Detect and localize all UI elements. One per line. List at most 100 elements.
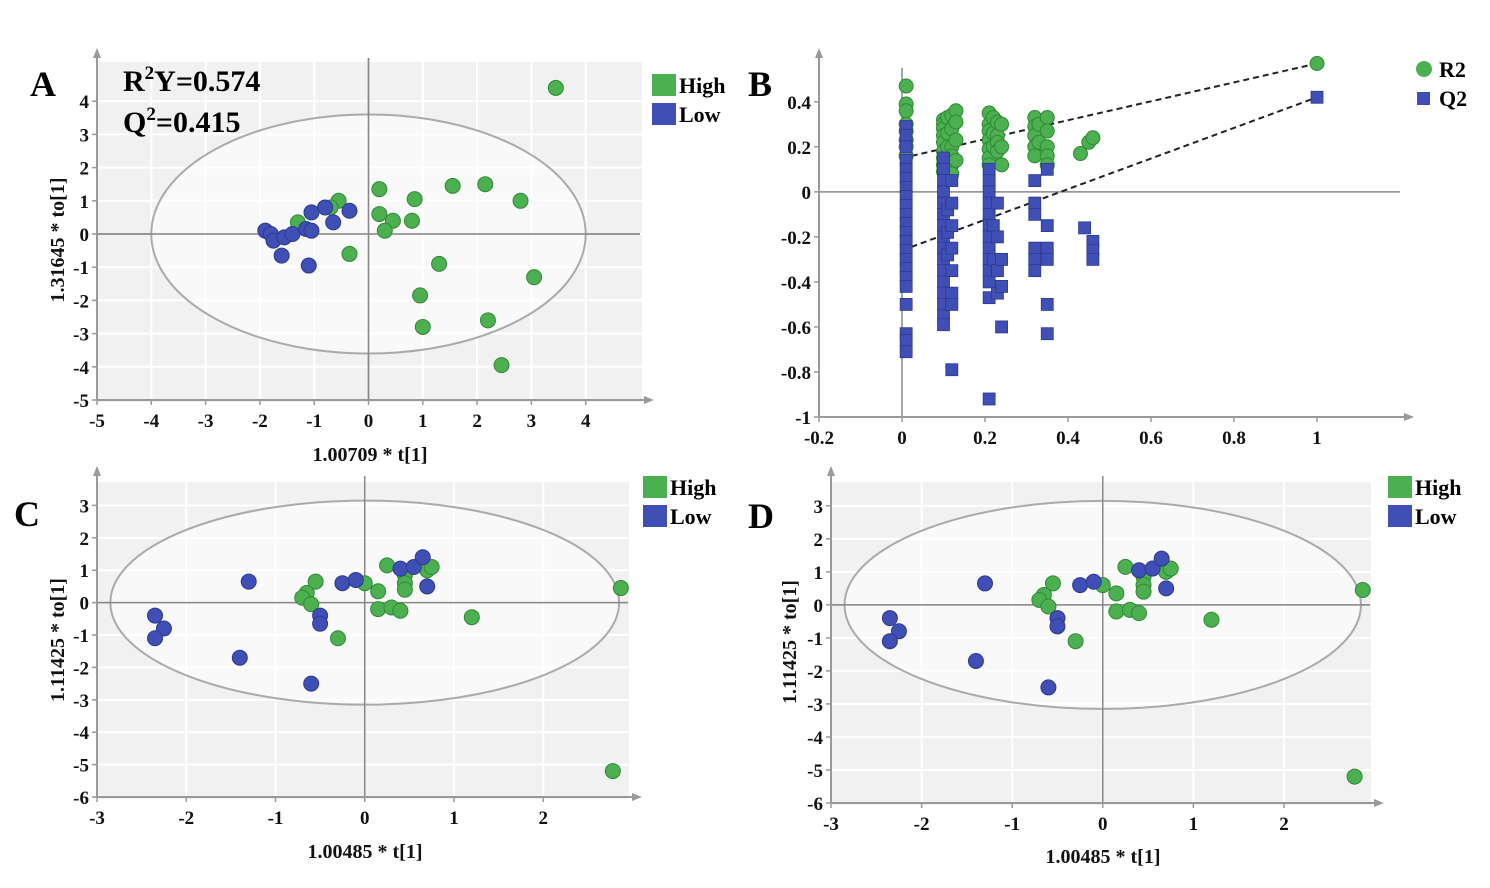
data-point-high xyxy=(547,79,564,96)
data-point-low xyxy=(147,607,164,624)
x-tick-label: 0 xyxy=(1098,814,1108,835)
y-tick-label: 1 xyxy=(80,192,90,213)
x-tick-label: 0 xyxy=(364,411,374,432)
legend-label-q2: Q2 xyxy=(1439,86,1467,111)
data-point-high xyxy=(444,177,461,194)
data-point-q2 xyxy=(937,185,950,199)
data-point-high xyxy=(406,191,423,208)
data-point-low xyxy=(231,649,248,666)
data-point-q2 xyxy=(945,219,959,233)
data-point-q2 xyxy=(945,241,959,255)
data-point-r2 xyxy=(1027,148,1043,164)
data-point-q2 xyxy=(1040,162,1054,176)
y-tick-label: -2 xyxy=(807,662,823,683)
x-tick-label: 0 xyxy=(360,808,370,829)
y-tick-label: -2 xyxy=(73,291,89,312)
data-point-low xyxy=(1144,560,1161,577)
data-point-high xyxy=(396,581,413,598)
y-tick-label: 2 xyxy=(80,159,90,180)
data-point-high xyxy=(303,596,320,613)
data-point-r2 xyxy=(948,114,964,130)
y-tick-label: -3 xyxy=(73,691,89,712)
data-point-q2 xyxy=(1310,90,1324,104)
data-point-q2 xyxy=(1078,221,1091,235)
data-point-high xyxy=(526,269,543,286)
legend-swatch-high xyxy=(652,74,676,96)
y-axis-arrow xyxy=(93,48,101,58)
x-tick-label: -0.2 xyxy=(804,428,834,449)
legend-label-low: Low xyxy=(670,504,712,529)
data-point-r2 xyxy=(994,139,1010,155)
data-point-low xyxy=(967,653,984,670)
data-point-r2 xyxy=(1072,146,1088,162)
data-point-q2 xyxy=(899,129,913,142)
regression-line-r2 xyxy=(901,62,1318,160)
y-tick-label: 1 xyxy=(814,563,824,584)
data-point-low xyxy=(312,615,329,632)
y-tick-label: -0.2 xyxy=(781,228,811,249)
y-axis-arrow xyxy=(93,466,101,476)
data-point-high xyxy=(392,602,409,619)
legend-label-low: Low xyxy=(679,102,721,127)
panel-b: -0.2 0 0.2 0.4 0.6 0.8 1 -1 -0.8 -0.6 -0.4 -0.2 0 0.2… xyxy=(748,48,1467,449)
legend-label-r2: R2 xyxy=(1439,57,1466,82)
data-point-high xyxy=(493,357,510,374)
x-axis-label: 1.00485 * t[1] xyxy=(1046,846,1161,868)
data-point-high xyxy=(376,222,393,239)
y-tick-label: -3 xyxy=(73,325,89,346)
legend-label-low: Low xyxy=(1415,504,1457,529)
x-tick-label: -2 xyxy=(178,808,194,829)
x-tick-label: -1 xyxy=(1004,814,1020,835)
x-tick-label: -3 xyxy=(823,814,839,835)
x-axis-arrow xyxy=(1374,799,1384,807)
data-point-low xyxy=(303,204,320,221)
data-point-r2 xyxy=(1039,123,1055,139)
data-point-r2 xyxy=(1309,55,1325,71)
data-point-high xyxy=(307,573,324,590)
r2y-annotation: R2Y=0.574 xyxy=(123,63,260,98)
data-point-q2 xyxy=(945,196,959,210)
data-point-high xyxy=(403,212,420,229)
data-point-high xyxy=(1131,605,1147,622)
data-point-low xyxy=(881,633,898,650)
x-tick-label: 0 xyxy=(897,428,907,449)
y-tick-label: -4 xyxy=(73,358,89,379)
legend-swatch-high xyxy=(1388,476,1412,498)
legend-swatch-low xyxy=(643,505,667,527)
x-tick-label: -2 xyxy=(252,411,268,432)
data-point-q2 xyxy=(945,174,959,187)
y-axis-label: 1.11425 * to[1] xyxy=(47,578,69,702)
x-tick-label: 0.8 xyxy=(1222,428,1246,449)
data-point-low xyxy=(347,571,364,588)
data-point-low xyxy=(414,549,431,566)
data-point-high xyxy=(412,287,429,304)
x-axis-arrow xyxy=(632,793,642,801)
data-point-high xyxy=(1162,560,1179,577)
y-tick-label: 0 xyxy=(80,225,90,246)
data-point-high xyxy=(371,206,388,223)
data-point-low xyxy=(273,247,290,264)
panel-label-a: A xyxy=(30,64,56,104)
data-point-q2 xyxy=(982,162,996,176)
data-point-q2 xyxy=(982,174,996,187)
data-point-q2 xyxy=(1040,241,1054,255)
y-tick-label: 2 xyxy=(80,529,90,550)
y-tick-label: 0.2 xyxy=(787,138,811,159)
y-tick-label: -1 xyxy=(807,629,823,650)
y-tick-label: -1 xyxy=(73,258,89,279)
data-point-high xyxy=(1203,611,1220,628)
data-point-r2 xyxy=(948,132,964,148)
data-point-q2 xyxy=(991,230,1004,244)
x-tick-label: -3 xyxy=(89,808,105,829)
x-tick-label: -5 xyxy=(89,411,105,432)
data-point-high xyxy=(371,181,388,198)
data-point-high xyxy=(1117,558,1134,575)
x-tick-label: 0.4 xyxy=(1056,428,1080,449)
y-tick-label: -0.4 xyxy=(781,273,812,294)
data-point-high xyxy=(1108,603,1125,620)
legend-label-high: High xyxy=(1415,475,1461,500)
data-point-high xyxy=(1135,583,1152,600)
x-tick-label: 1 xyxy=(1312,428,1322,449)
y-tick-label: 1 xyxy=(80,561,90,582)
